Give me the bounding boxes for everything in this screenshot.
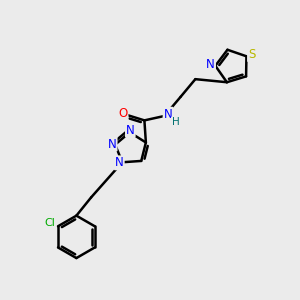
Text: H: H [172,117,179,128]
Text: N: N [115,156,124,170]
Text: N: N [206,58,215,70]
Text: N: N [164,108,172,121]
Text: Cl: Cl [44,218,55,228]
Text: O: O [118,107,128,120]
Text: N: N [126,124,135,136]
Text: S: S [248,48,255,61]
Text: N: N [108,137,117,151]
